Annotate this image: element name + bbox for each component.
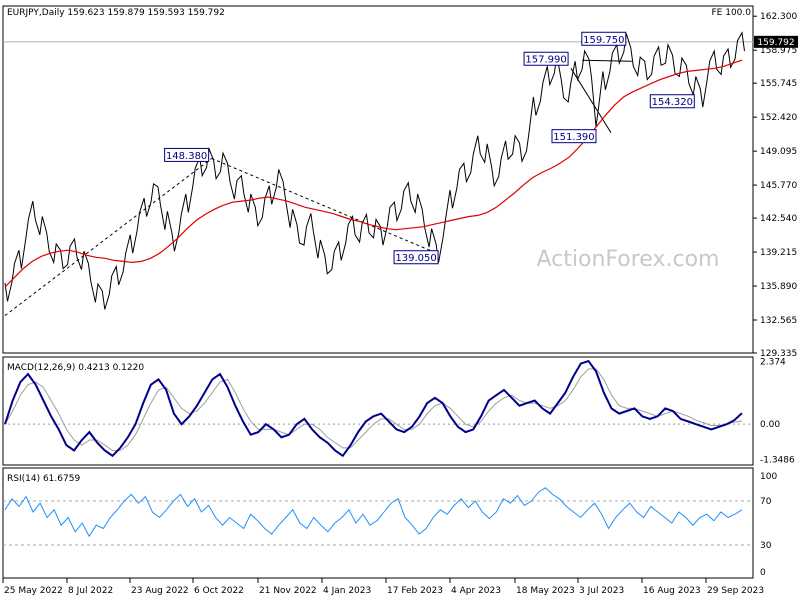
fe-projection-line [582,59,632,62]
rsi-line [4,487,743,538]
annotation-label: 159.750 [583,35,624,46]
x-tick-label: 3 Jul 2023 [579,586,624,596]
price-tick-label: 132.565 [760,316,797,326]
annotation-box [551,129,597,144]
macd-title: MACD(12,26,9) 0.4213 0.1220 [7,363,144,373]
annotation-label: 154.320 [652,97,693,108]
current-price-box [754,35,798,48]
price-axis: 162.300 158.975 155.745 152.420 149.095 145.7… [753,12,797,359]
price-tick-label: 158.975 [760,46,797,56]
current-price-marker: 159.792 [754,35,798,48]
trend-line-down [211,157,439,255]
x-tick-label: 25 May 2022 [4,586,63,596]
annotation-label: 151.390 [553,132,594,143]
rsi-panel-frame [2,467,754,579]
price-tick-label: 162.300 [760,12,797,22]
annotation-box [393,250,439,265]
rsi-grid [3,500,753,546]
macd-tick-label: -1.3486 [760,456,795,466]
annotation-label: 139.050 [395,253,436,264]
price-series-line [4,31,745,310]
watermark: ActionForex.com [537,247,720,272]
annotation-label: 157.990 [525,55,566,66]
price-series-layer [4,31,745,310]
macd-line [4,359,743,458]
x-tick-label: 17 Feb 2023 [387,586,443,596]
x-tick-label: 23 Aug 2022 [131,586,189,596]
macd-tick-label: 0.00 [760,420,780,430]
x-tick-label: 4 Jan 2023 [323,586,371,596]
annotation-box [164,147,210,162]
rsi-tick-label: 30 [760,541,772,551]
price-tick-label: 142.540 [760,214,797,224]
macd-series-layer [4,359,743,458]
rsi-tick-label: 100 [760,472,777,482]
x-tick-label: 4 Apr 2023 [451,586,501,596]
x-tick-label: 21 Nov 2022 [259,586,317,596]
annotation-box [523,51,569,66]
macd-panel-frame [2,356,754,466]
price-tick-label: 145.770 [760,181,797,191]
price-panel-frame [2,5,754,354]
annotation-box [649,94,695,109]
moving-average-line [4,59,743,288]
price-tick-label: 155.745 [760,79,797,89]
rsi-axis: 100 70 30 0 [760,472,777,578]
price-tick-label: 139.215 [760,248,797,258]
macd-axis: 2.374 0.00 -1.3486 [760,358,795,466]
x-tick-label: 16 Aug 2023 [643,586,701,596]
annotation-box [581,31,627,46]
price-tick-label: 149.095 [760,147,797,157]
rsi-tick-label: 0 [760,568,766,578]
x-tick-label: 18 May 2023 [516,586,575,596]
x-axis: 25 May 2022 8 Jul 2022 23 Aug 2022 6 Oct 20… [2,578,764,596]
x-tick-label: 29 Sep 2023 [707,586,764,596]
chart-header: EURJPY,Daily 159.623 159.879 159.593 159… [7,8,225,18]
price-tick-label: 135.890 [760,282,797,292]
trend-line-up [4,158,212,316]
price-tick-label: 129.335 [760,349,797,359]
rsi-tick-label: 70 [760,497,772,507]
x-tick-label: 6 Oct 2022 [194,586,244,596]
current-price-label: 159.792 [757,38,794,48]
macd-signal-line [4,368,743,451]
macd-tick-label: 2.374 [760,358,786,368]
price-annotations: 148.380 139.050 157.990 151.390 159.750 154.3… [164,31,695,265]
annotation-label: 148.380 [166,151,207,162]
x-tick-label: 8 Jul 2022 [68,586,113,596]
rsi-title: RSI(14) 61.6759 [7,474,80,484]
price-tick-label: 152.420 [760,113,797,123]
fe-label: FE 100.0 [712,8,752,18]
rsi-series-layer [4,487,743,538]
